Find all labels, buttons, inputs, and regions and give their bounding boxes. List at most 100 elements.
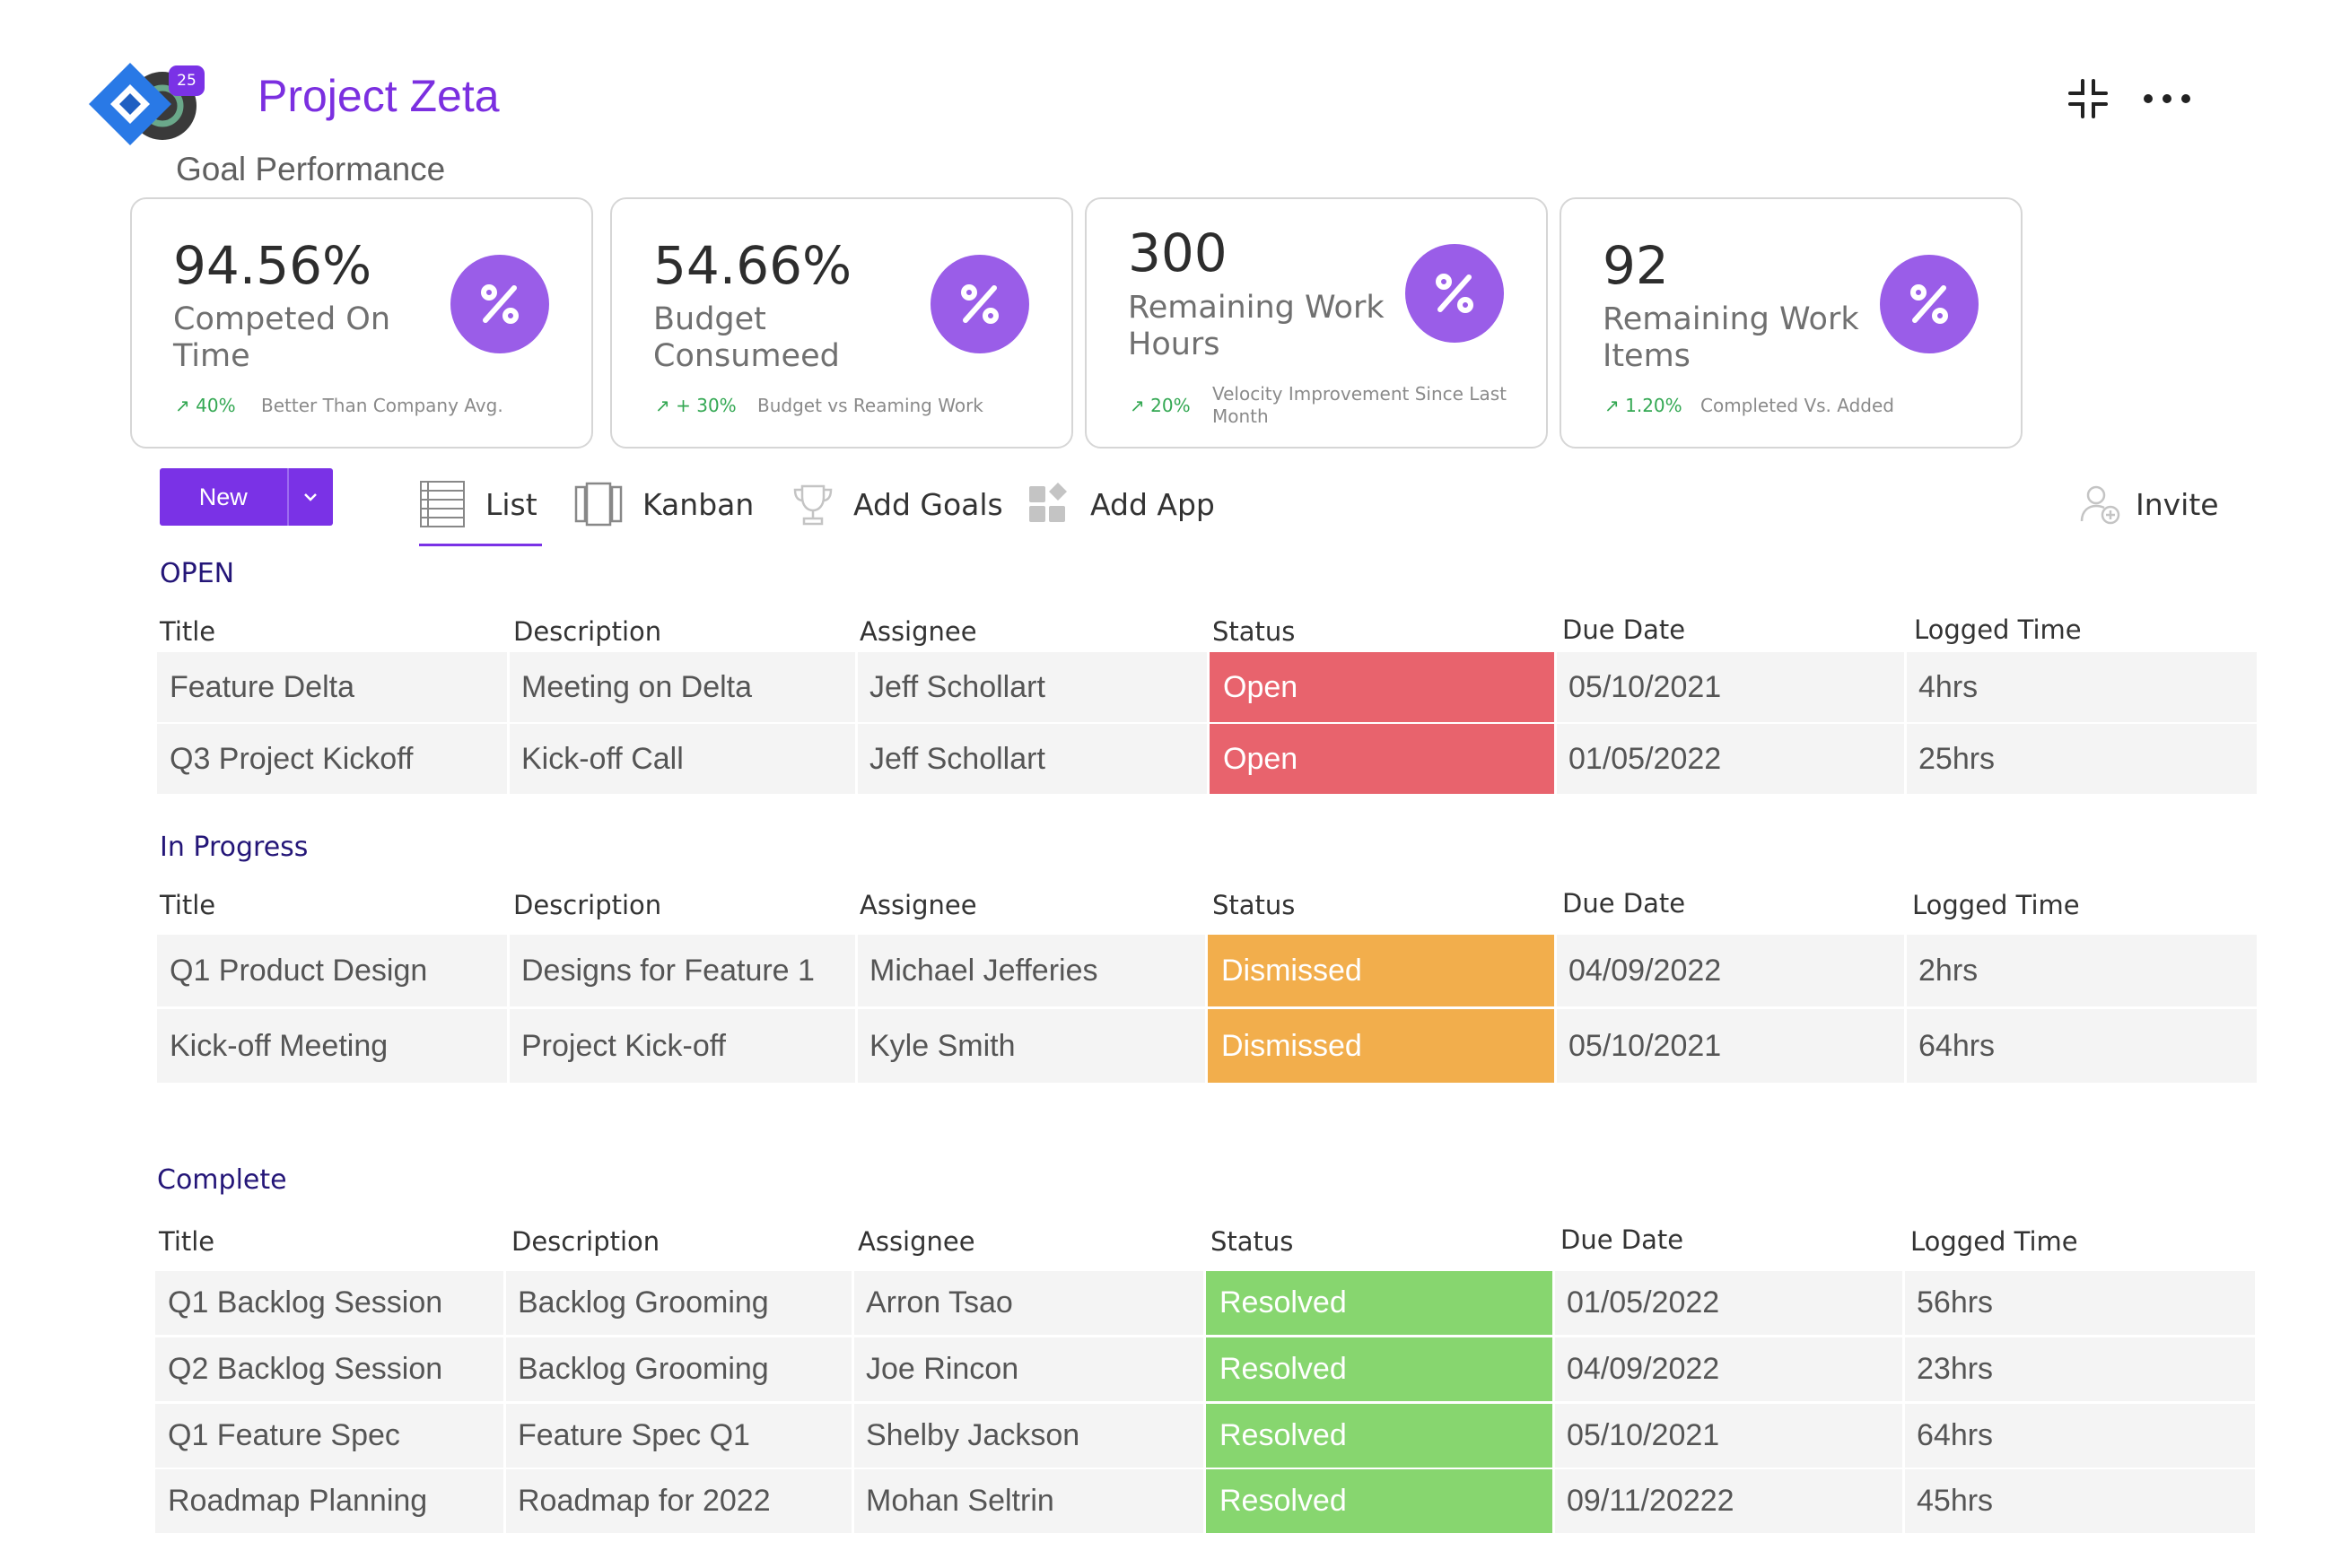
cell-logged-time: 45hrs <box>1917 1484 1994 1518</box>
compress-icon[interactable] <box>2061 72 2115 126</box>
column-header-assignee: Assignee <box>860 890 977 920</box>
percent-icon <box>931 255 1029 353</box>
kpi-card-completed-on-time: 94.56% Competed On Time ↗ 40% Better Tha… <box>130 197 593 449</box>
cell-title: Q1 Feature Spec <box>168 1418 400 1452</box>
cell-due-date: 09/11/20222 <box>1567 1484 1734 1518</box>
cell-description: Roadmap for 2022 <box>518 1484 771 1518</box>
cell-due-date: 05/10/2021 <box>1568 1028 1722 1063</box>
kpi-label: Remaining Work Items <box>1603 301 1859 374</box>
cell-title: Feature Delta <box>170 669 354 704</box>
column-header-assignee: Assignee <box>860 616 977 647</box>
cell-logged-time: 25hrs <box>1918 741 1996 776</box>
table-row[interactable]: Q2 Backlog Session Backlog Grooming Joe … <box>155 1337 2255 1401</box>
new-button[interactable]: New <box>160 468 333 526</box>
cell-title: Q1 Product Design <box>170 953 428 988</box>
cell-due-date: 05/10/2021 <box>1568 669 1722 704</box>
cell-title: Q1 Backlog Session <box>168 1285 443 1320</box>
column-header-description: Description <box>513 890 662 920</box>
column-header-logged-time: Logged Time <box>1910 1226 2078 1257</box>
add-goals-label[interactable]: Add Goals <box>853 486 1003 522</box>
kpi-trend: ↗ + 30% <box>655 395 737 416</box>
cell-assignee: Jeff Schollart <box>869 669 1045 704</box>
column-header-status: Status <box>1212 616 1296 647</box>
table-row[interactable]: Feature Delta Meeting on Delta Jeff Scho… <box>157 652 2257 722</box>
add-app-label[interactable]: Add App <box>1090 486 1215 522</box>
table-row[interactable]: Kick-off Meeting Project Kick-off Kyle S… <box>157 1009 2257 1083</box>
add-app-button[interactable]: Add App <box>1027 477 1215 531</box>
cell-due-date: 05/10/2021 <box>1567 1418 1720 1452</box>
kpi-trend-description: Completed Vs. Added <box>1700 395 1894 416</box>
cell-logged-time: 23hrs <box>1917 1352 1994 1386</box>
invite-button[interactable]: Invite <box>2080 477 2219 531</box>
table-row[interactable]: Q1 Feature Spec Feature Spec Q1 Shelby J… <box>155 1404 2255 1468</box>
kpi-trend-description: Better Than Company Avg. <box>261 395 503 416</box>
tab-list-label[interactable]: List <box>485 486 537 522</box>
percent-icon <box>1880 255 1979 353</box>
column-header-description: Description <box>513 616 662 647</box>
kpi-trend: ↗ 1.20% <box>1604 395 1682 416</box>
kpi-trend-description: Budget vs Reaming Work <box>757 395 983 416</box>
cell-due-date: 04/09/2022 <box>1568 953 1722 988</box>
column-header-logged-time: Logged Time <box>1912 890 2080 920</box>
cell-due-date: 04/09/2022 <box>1567 1352 1720 1386</box>
tab-list[interactable]: List <box>419 477 537 531</box>
add-user-icon <box>2080 483 2121 525</box>
tab-kanban-label[interactable]: Kanban <box>642 486 755 522</box>
kpi-value: 300 <box>1128 222 1228 283</box>
status-badge-dismissed[interactable]: Dismissed <box>1207 1009 1556 1083</box>
tab-kanban[interactable]: Kanban <box>574 477 754 531</box>
kpi-label: Remaining Work Hours <box>1128 290 1385 362</box>
cell-assignee: Arron Tsao <box>866 1285 1013 1320</box>
apps-icon <box>1027 483 1070 526</box>
status-badge-resolved[interactable]: Resolved <box>1205 1337 1554 1401</box>
cell-description: Meeting on Delta <box>521 669 753 704</box>
cell-logged-time: 2hrs <box>1918 953 1979 988</box>
cell-assignee: Jeff Schollart <box>869 741 1045 776</box>
kpi-value: 94.56% <box>173 235 372 296</box>
status-badge-resolved[interactable]: Resolved <box>1205 1404 1554 1468</box>
cell-title: Q3 Project Kickoff <box>170 741 414 776</box>
cell-logged-time: 56hrs <box>1917 1285 1994 1320</box>
table-row[interactable]: Q1 Product Design Designs for Feature 1 … <box>157 935 2257 1006</box>
kpi-label: Budget Consumeed <box>653 301 840 374</box>
group-label-in-progress: In Progress <box>160 832 309 863</box>
project-title: Project Zeta <box>258 71 500 121</box>
kpi-trend-description: Velocity Improvement Since Last Month <box>1212 383 1507 427</box>
kpi-value: 92 <box>1603 235 1669 296</box>
cell-description: Feature Spec Q1 <box>518 1418 750 1452</box>
percent-icon <box>450 255 549 353</box>
column-header-due-date: Due Date <box>1562 888 1686 919</box>
status-badge-open[interactable]: Open <box>1209 652 1556 722</box>
invite-label[interactable]: Invite <box>2136 486 2219 522</box>
cell-logged-time: 4hrs <box>1918 669 1979 704</box>
new-button-label[interactable]: New <box>160 468 289 526</box>
status-badge-resolved[interactable]: Resolved <box>1205 1469 1554 1533</box>
cell-due-date: 01/05/2022 <box>1567 1285 1720 1320</box>
cell-assignee: Michael Jefferies <box>869 953 1098 988</box>
cell-logged-time: 64hrs <box>1918 1028 1996 1063</box>
column-header-description: Description <box>511 1226 660 1257</box>
kpi-label: Competed On Time <box>173 301 391 374</box>
status-badge-dismissed[interactable]: Dismissed <box>1207 935 1556 1006</box>
cell-description: Kick-off Call <box>521 741 684 776</box>
group-label-open: OPEN <box>160 558 235 589</box>
table-row[interactable]: Q1 Backlog Session Backlog Grooming Arro… <box>155 1271 2255 1335</box>
table-row[interactable]: Roadmap Planning Roadmap for 2022 Mohan … <box>155 1469 2255 1533</box>
column-header-title: Title <box>160 616 216 647</box>
list-icon <box>419 480 466 528</box>
cell-description: Backlog Grooming <box>518 1352 769 1386</box>
add-goals-button[interactable]: Add Goals <box>792 477 1003 531</box>
trophy-icon <box>792 483 834 526</box>
status-badge-resolved[interactable]: Resolved <box>1205 1271 1554 1335</box>
column-header-due-date: Due Date <box>1562 614 1686 645</box>
kanban-icon <box>574 482 623 527</box>
more-options-icon[interactable] <box>2140 72 2194 126</box>
column-header-status: Status <box>1210 1226 1294 1257</box>
cell-due-date: 01/05/2022 <box>1568 741 1722 776</box>
app-logo[interactable]: 25 <box>85 61 211 147</box>
table-row[interactable]: Q3 Project Kickoff Kick-off Call Jeff Sc… <box>157 724 2257 794</box>
chevron-down-icon[interactable] <box>289 468 333 526</box>
column-header-assignee: Assignee <box>858 1226 975 1257</box>
status-badge-open[interactable]: Open <box>1209 724 1556 794</box>
kpi-trend: ↗ 40% <box>175 395 236 416</box>
